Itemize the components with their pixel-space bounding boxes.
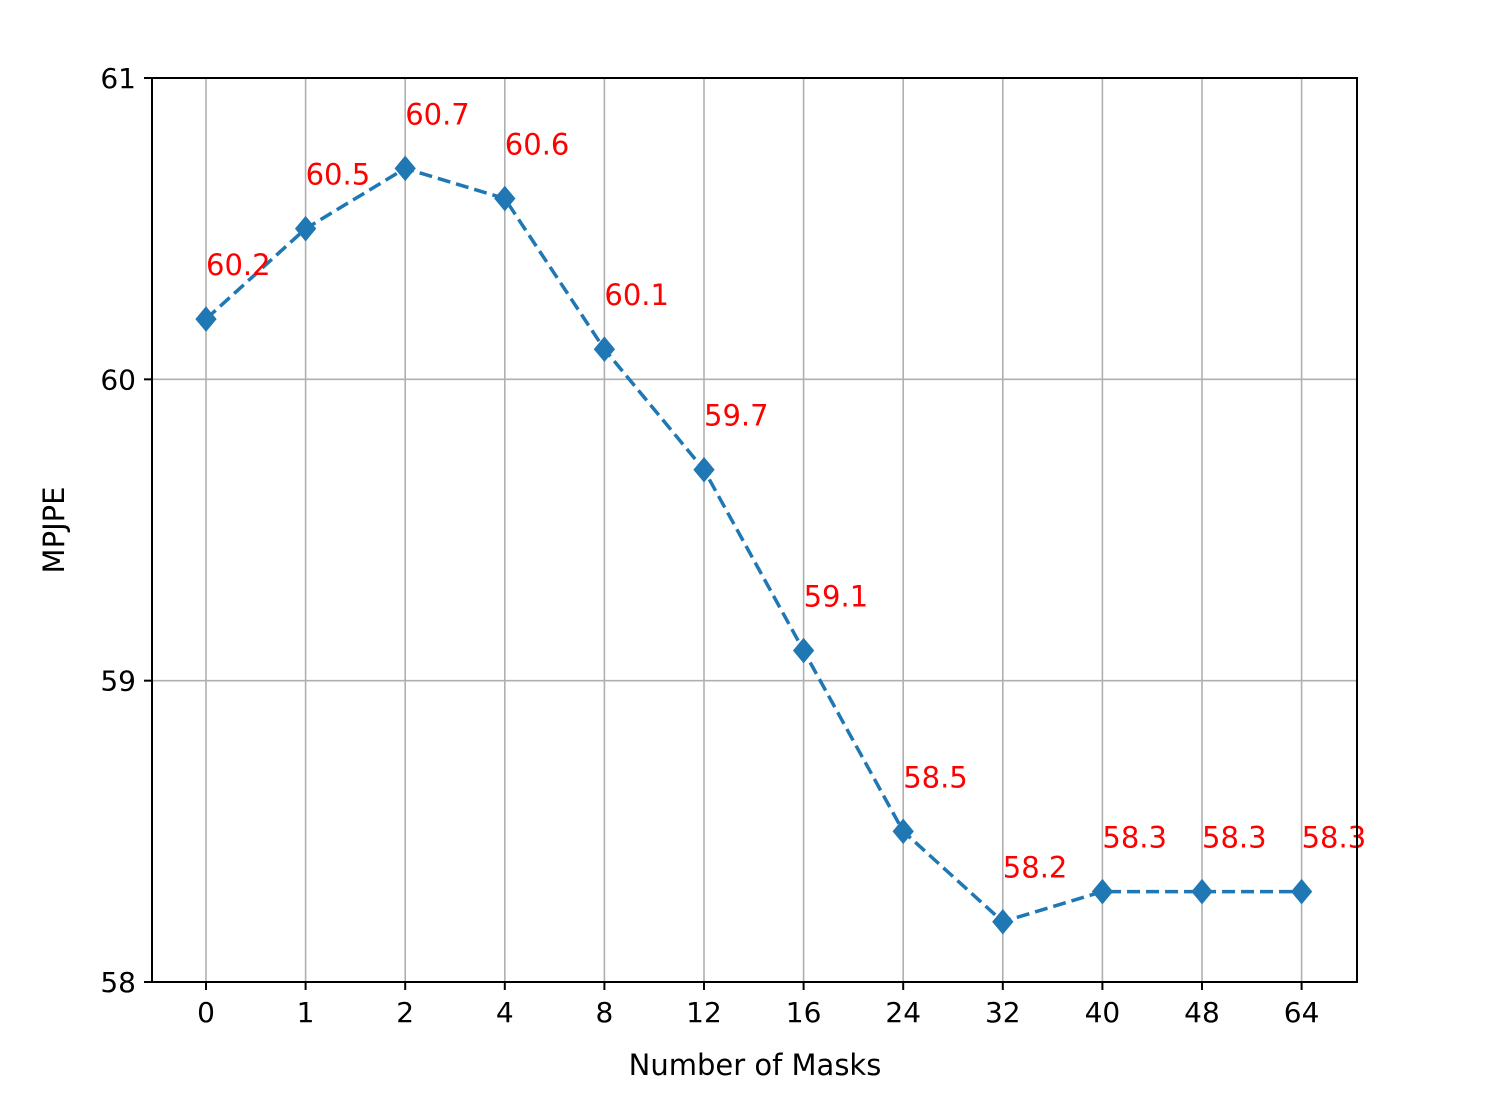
x-tick-label: 40 bbox=[1085, 996, 1121, 1029]
data-point-marker bbox=[593, 336, 616, 362]
x-tick-label: 16 bbox=[786, 996, 822, 1029]
x-tick-label: 4 bbox=[496, 996, 514, 1029]
data-point-marker bbox=[294, 215, 317, 242]
x-tick-label: 2 bbox=[396, 996, 414, 1029]
data-label: 60.6 bbox=[505, 128, 570, 162]
series-markers bbox=[195, 155, 1313, 935]
data-label: 60.1 bbox=[604, 278, 669, 312]
y-tick-label: 61 bbox=[100, 62, 136, 95]
x-tick-label: 48 bbox=[1184, 996, 1220, 1029]
data-label: 58.3 bbox=[1202, 821, 1267, 855]
data-point-marker bbox=[792, 637, 815, 664]
series-line bbox=[204, 166, 1302, 924]
y-tick-label: 58 bbox=[100, 966, 136, 999]
x-tick-label: 24 bbox=[885, 996, 921, 1029]
x-tick-label: 1 bbox=[297, 996, 315, 1029]
data-point-marker bbox=[1091, 878, 1114, 905]
data-point-marker bbox=[693, 456, 715, 483]
data-point-marker bbox=[494, 185, 516, 212]
y-tick-label: 60 bbox=[100, 363, 136, 396]
x-axis: 0 1 2 4 8 12 16 24 32 40 48 64 bbox=[197, 982, 1319, 1029]
data-point-marker bbox=[394, 155, 416, 182]
data-label: 58.3 bbox=[1102, 821, 1167, 855]
data-point-marker bbox=[892, 818, 914, 845]
x-tick-label: 12 bbox=[686, 996, 722, 1029]
data-point-marker bbox=[195, 306, 217, 332]
data-label: 60.5 bbox=[306, 158, 371, 192]
y-axis-label: MPJPE bbox=[37, 487, 71, 574]
data-label: 60.7 bbox=[405, 97, 470, 131]
data-point-marker bbox=[992, 908, 1014, 935]
data-label: 60.2 bbox=[206, 248, 271, 282]
x-tick-label: 0 bbox=[197, 996, 215, 1029]
data-label: 59.7 bbox=[704, 399, 769, 433]
x-axis-label: Number of Masks bbox=[629, 1048, 882, 1082]
data-labels: 60.2 60.5 60.7 60.6 60.1 59.7 59.1 58.5 58.2 58.3… bbox=[206, 97, 1366, 884]
data-label: 58.2 bbox=[1003, 851, 1068, 885]
plot-frame bbox=[151, 77, 1358, 983]
data-label: 58.3 bbox=[1302, 821, 1367, 855]
x-tick-label: 64 bbox=[1284, 996, 1320, 1029]
grid bbox=[152, 77, 1357, 983]
data-point-marker bbox=[1290, 878, 1313, 905]
series-polyline bbox=[204, 166, 1302, 924]
y-tick-label: 59 bbox=[100, 665, 136, 698]
x-tick-label: 8 bbox=[595, 996, 613, 1029]
x-tick-label: 32 bbox=[985, 996, 1021, 1029]
data-point-marker bbox=[1191, 878, 1213, 905]
y-axis: 58 59 60 61 bbox=[100, 62, 152, 999]
data-label: 59.1 bbox=[804, 580, 869, 614]
data-label: 58.5 bbox=[903, 760, 968, 794]
